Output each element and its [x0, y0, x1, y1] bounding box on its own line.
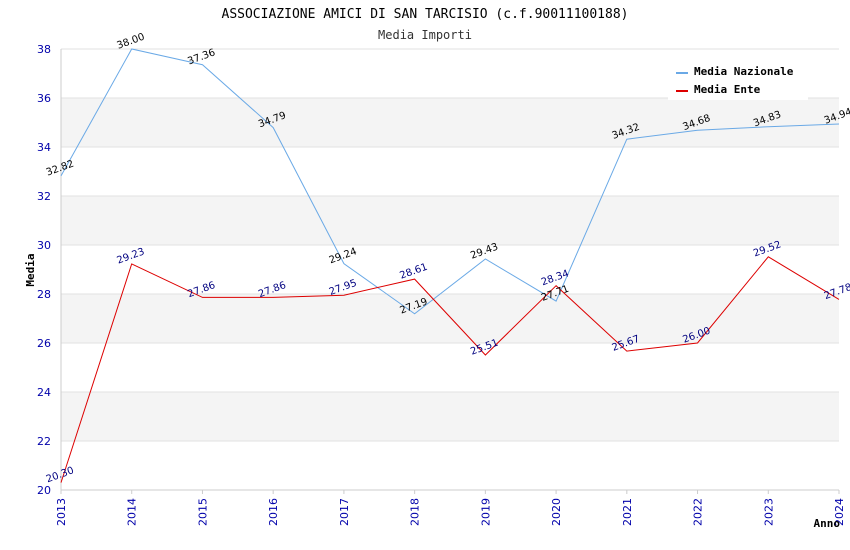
x-tick-label: 2021 — [621, 498, 634, 526]
y-tick-label: 34 — [37, 141, 51, 154]
data-label: 28.61 — [398, 262, 429, 282]
y-axis-ticks: 20 22 24 26 28 30 32 34 36 38 — [37, 43, 51, 497]
x-tick-label: 2016 — [267, 498, 280, 526]
data-label: 20.30 — [45, 465, 76, 485]
y-tick-label: 28 — [37, 288, 51, 301]
x-tick-label: 2022 — [692, 498, 705, 526]
x-axis-label: Anno — [814, 517, 841, 530]
y-tick-label: 20 — [37, 484, 51, 497]
grid-band — [61, 294, 839, 343]
y-tick-label: 32 — [37, 190, 51, 203]
data-label: 29.23 — [116, 246, 147, 266]
y-tick-label: 38 — [37, 43, 51, 56]
y-tick-label: 24 — [37, 386, 51, 399]
grid-band — [61, 392, 839, 441]
x-tick-label: 2023 — [762, 498, 775, 526]
legend-background — [668, 60, 808, 100]
x-tick-label: 2015 — [196, 498, 209, 526]
data-label: 32.82 — [45, 158, 76, 178]
series-line-0 — [60, 48, 840, 315]
legend: Media Nazionale Media Ente — [668, 60, 808, 100]
chart-title: ASSOCIAZIONE AMICI DI SAN TARCISIO (c.f.… — [222, 7, 629, 22]
series-lines — [60, 48, 840, 483]
legend-label-media-ente: Media Ente — [694, 83, 761, 96]
y-tick-label: 30 — [37, 239, 51, 252]
x-tick-label: 2019 — [479, 498, 492, 526]
y-tick-label: 26 — [37, 337, 51, 350]
legend-label-media-nazionale: Media Nazionale — [694, 65, 794, 78]
grid-lines — [61, 48, 839, 491]
axes — [60, 49, 839, 491]
y-tick-label: 36 — [37, 92, 51, 105]
x-tick-label: 2013 — [55, 498, 68, 526]
grid-bands — [61, 98, 839, 441]
chart-subtitle: Media Importi — [378, 28, 472, 42]
x-tick-label: 2024 — [833, 498, 846, 526]
x-tick-label: 2017 — [338, 498, 351, 526]
y-tick-label: 22 — [37, 435, 51, 448]
x-tick-label: 2018 — [409, 498, 422, 526]
series-line-1 — [60, 256, 840, 483]
x-axis-ticks: 2013 2014 2015 2016 2017 2018 2019 2020 2021 2022… — [55, 490, 846, 526]
x-tick-label: 2020 — [550, 498, 563, 526]
grid-band — [61, 196, 839, 245]
x-tick-label: 2014 — [126, 498, 139, 526]
data-label: 29.24 — [328, 246, 359, 266]
grid-band — [61, 98, 839, 147]
y-axis-label: Media — [24, 253, 37, 286]
